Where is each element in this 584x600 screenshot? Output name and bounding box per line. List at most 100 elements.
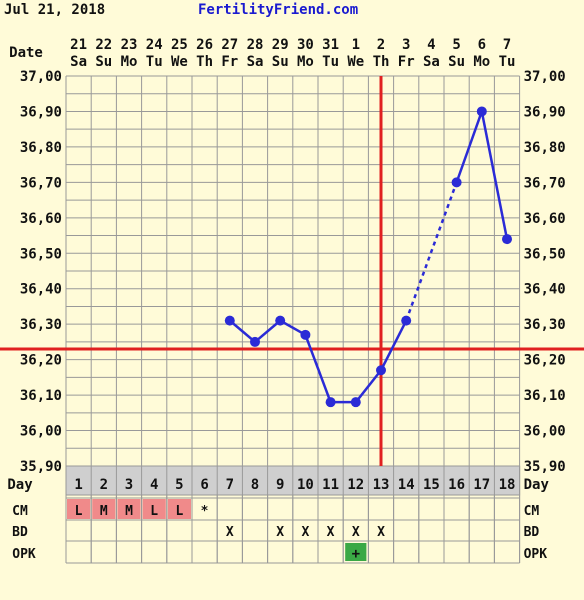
- day-number: 13: [373, 477, 390, 493]
- date-label: 24: [146, 37, 163, 53]
- y-tick-label-left: 35,90: [20, 459, 62, 475]
- temperature-point[interactable]: [451, 177, 462, 188]
- weekday-label: Tu: [322, 54, 339, 70]
- weekday-label: Th: [373, 54, 390, 70]
- y-tick-label-left: 36,50: [20, 246, 62, 262]
- day-number: 7: [226, 477, 234, 493]
- y-tick-label-right: 36,30: [524, 317, 566, 333]
- y-tick-label-right: 36,20: [524, 353, 566, 369]
- date-label: 7: [503, 37, 511, 53]
- temperature-segment: [455, 111, 483, 183]
- cm-cell[interactable]: [167, 499, 191, 519]
- cm-cell[interactable]: [92, 499, 116, 519]
- temperature-segment-dashed: [405, 181, 458, 322]
- day-number: 16: [448, 477, 465, 493]
- cm-cell[interactable]: [117, 499, 141, 519]
- day-number: 12: [347, 477, 364, 493]
- day-number: 9: [276, 477, 284, 493]
- cm-row-label: CM: [12, 504, 28, 519]
- day-number: 1: [74, 477, 82, 493]
- temperature-point[interactable]: [275, 315, 286, 326]
- cm-cell[interactable]: [67, 499, 91, 519]
- opk-value: +: [352, 546, 360, 562]
- cm-cell[interactable]: [142, 499, 166, 519]
- y-tick-label-right: 35,90: [524, 459, 566, 475]
- temperature-point[interactable]: [300, 329, 311, 340]
- day-number: 10: [297, 477, 314, 493]
- temperature-point[interactable]: [401, 315, 412, 326]
- temperature-point[interactable]: [250, 336, 260, 347]
- date-label: 1: [352, 37, 360, 53]
- weekday-label: Sa: [423, 54, 440, 70]
- y-tick-label-left: 36,90: [20, 104, 62, 120]
- temperature-segment: [480, 111, 509, 240]
- day-number: 3: [125, 477, 133, 493]
- temperature-point[interactable]: [350, 397, 361, 408]
- weekday-label: We: [171, 54, 188, 70]
- temperature-point[interactable]: [376, 365, 386, 376]
- weekday-label: Fr: [221, 54, 238, 70]
- y-tick-label-left: 36,10: [20, 388, 62, 404]
- y-tick-label-right: 36,90: [524, 104, 566, 120]
- cm-value: M: [100, 504, 108, 519]
- y-tick-label-left: 36,60: [20, 211, 62, 227]
- day-number: 14: [398, 477, 415, 493]
- bd-value: X: [226, 525, 234, 540]
- temperature-segment: [379, 320, 408, 371]
- y-tick-label-left: 36,30: [20, 317, 62, 333]
- temperature-point[interactable]: [325, 397, 336, 408]
- date-label: 31: [322, 37, 339, 53]
- opk-positive-cell[interactable]: [345, 543, 367, 561]
- weekday-label: Tu: [146, 54, 163, 70]
- cm-row-label-right: CM: [524, 504, 540, 519]
- day-number: 2: [100, 477, 108, 493]
- y-tick-label-left: 36,70: [20, 175, 62, 191]
- y-tick-label-left: 36,00: [20, 424, 62, 440]
- day-number: 18: [499, 477, 516, 493]
- temperature-point[interactable]: [502, 234, 512, 245]
- cm-value: L: [175, 504, 183, 519]
- day-row-label-right: Day: [524, 477, 550, 493]
- cm-value: M: [125, 504, 133, 519]
- date-label: 25: [171, 37, 188, 53]
- date-label: 22: [95, 37, 112, 53]
- temperature-segment: [254, 319, 282, 343]
- temperature-point[interactable]: [224, 315, 235, 326]
- y-tick-label-right: 36,60: [524, 211, 566, 227]
- bd-row-label: BD: [12, 525, 28, 540]
- date-label: 30: [297, 37, 314, 53]
- day-number: 4: [150, 477, 158, 493]
- bd-value: X: [327, 525, 335, 540]
- y-tick-label-left: 37,00: [20, 69, 62, 85]
- date-label: 6: [478, 37, 486, 53]
- date-label: 28: [247, 37, 264, 53]
- bd-row-label-right: BD: [524, 525, 540, 540]
- weekday-label: Sa: [70, 54, 87, 70]
- y-tick-label-right: 36,00: [524, 424, 566, 440]
- weekday-label: Mo: [121, 54, 138, 70]
- day-number: 15: [423, 477, 440, 493]
- header-date: Jul 21, 2018: [4, 2, 106, 18]
- bd-value: X: [301, 525, 309, 540]
- temperature-segment: [228, 319, 256, 343]
- cm-value: *: [201, 504, 209, 519]
- temperature-segment: [304, 334, 332, 403]
- weekday-label: Sa: [247, 54, 264, 70]
- bd-value: X: [352, 525, 360, 540]
- day-number: 5: [175, 477, 183, 493]
- weekday-label: Mo: [297, 54, 314, 70]
- date-label: 4: [427, 37, 435, 53]
- weekday-label: Th: [196, 54, 213, 70]
- bd-value: X: [276, 525, 284, 540]
- day-row-label: Day: [7, 477, 33, 493]
- y-tick-label-right: 36,70: [524, 175, 566, 191]
- day-number: 17: [473, 477, 490, 493]
- y-tick-label-right: 36,10: [524, 388, 566, 404]
- y-tick-label-left: 36,80: [20, 140, 62, 156]
- weekday-label: Su: [272, 54, 289, 70]
- date-label: 21: [70, 37, 87, 53]
- temperature-point[interactable]: [476, 106, 487, 117]
- site-name-link[interactable]: FertilityFriend.com: [198, 2, 359, 18]
- y-tick-label-right: 36,40: [524, 282, 566, 298]
